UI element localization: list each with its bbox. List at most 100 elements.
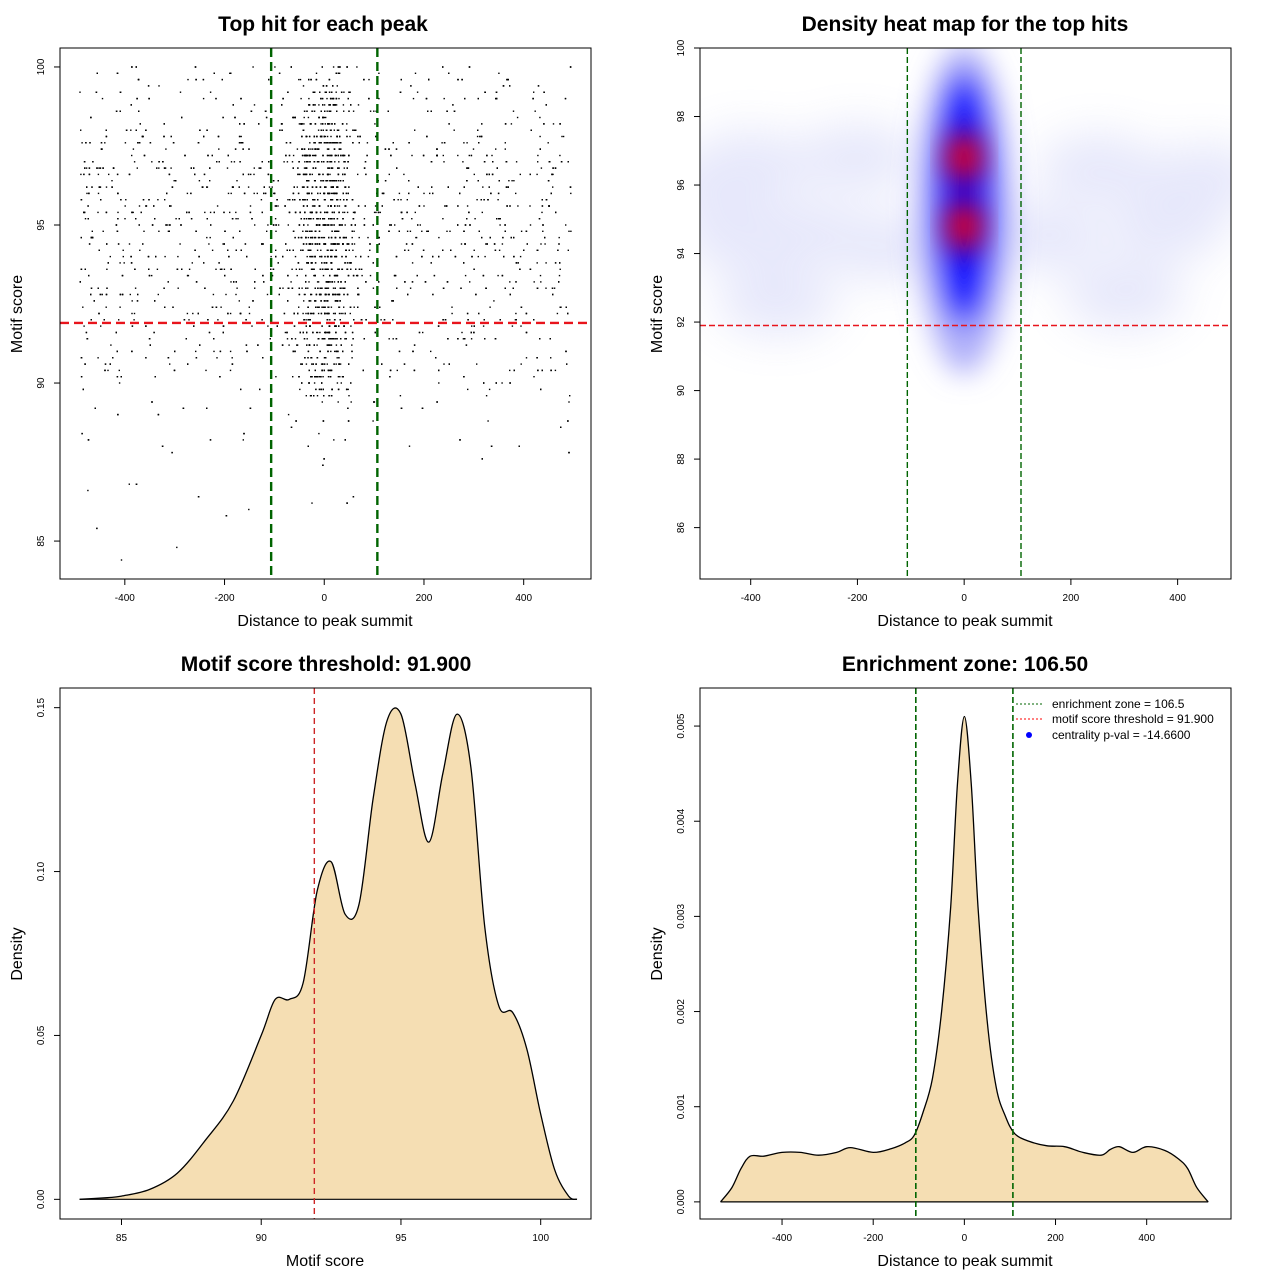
scatter-point — [310, 293, 313, 296]
scatter-point — [328, 142, 331, 144]
y-tick-label: 0.005 — [676, 713, 687, 738]
scatter-point — [311, 154, 314, 157]
scatter-point — [251, 218, 253, 220]
scatter-point — [324, 224, 327, 226]
scatter-point — [322, 104, 324, 106]
scatter-point — [330, 186, 332, 188]
scatter-point — [330, 249, 332, 251]
scatter-point — [243, 192, 246, 195]
scatter-point — [346, 243, 348, 245]
scatter-point — [99, 167, 102, 169]
scatter-point — [299, 388, 301, 391]
scatter-point — [321, 287, 323, 289]
scatter-point — [411, 218, 413, 220]
scatter-point — [133, 161, 136, 163]
scatter-point — [316, 344, 318, 346]
scatter-point — [334, 123, 336, 125]
scatter-point — [432, 293, 434, 296]
scatter-point — [209, 236, 211, 239]
scatter-point — [182, 407, 185, 409]
scatter-point — [334, 154, 337, 157]
scatter-point — [299, 78, 302, 81]
scatter-point — [328, 78, 331, 81]
scatter-point — [316, 224, 318, 226]
scatter-point — [209, 180, 211, 182]
scatter-point — [543, 123, 545, 125]
scatter-point — [209, 211, 212, 214]
scatter-point — [558, 243, 560, 245]
scatter-point — [321, 66, 323, 68]
scatter-point — [263, 281, 265, 283]
scatter-point — [316, 331, 318, 334]
scatter-point — [305, 135, 307, 138]
scatter-point — [331, 224, 333, 226]
scatter-point — [351, 344, 353, 346]
scatter-point — [540, 167, 543, 169]
scatter-point — [374, 306, 376, 308]
scatter-point — [297, 312, 299, 315]
scatter-point — [351, 331, 354, 334]
scatter-point — [326, 110, 328, 112]
scatter-point — [137, 142, 139, 144]
scatter-point — [308, 148, 310, 150]
scatter-point — [359, 135, 361, 138]
scatter-point — [334, 255, 336, 258]
scatter-point — [80, 236, 82, 239]
scatter-point — [545, 104, 547, 106]
scatter-point — [336, 338, 338, 340]
scatter-point — [321, 161, 323, 163]
scatter-point — [565, 306, 567, 308]
scatter-point — [311, 312, 313, 315]
scatter-point — [106, 268, 108, 270]
scatter-point — [443, 97, 445, 100]
scatter-point — [315, 293, 318, 296]
scatter-point — [109, 363, 111, 365]
scatter-point — [301, 287, 303, 289]
scatter-point — [328, 325, 330, 327]
scatter-point — [304, 357, 306, 359]
scatter-point — [324, 338, 326, 340]
scatter-point — [306, 154, 308, 157]
scatter-point — [229, 72, 231, 74]
scatter-point — [474, 218, 476, 220]
scatter-point — [334, 104, 336, 106]
scatter-point — [83, 173, 85, 176]
scatter-point — [466, 180, 468, 182]
scatter-point — [315, 376, 317, 378]
scatter-point — [291, 161, 294, 163]
scatter-point — [302, 129, 304, 131]
legend-centrality-point-icon — [1026, 732, 1032, 738]
y-tick-label: 0.000 — [676, 1189, 687, 1214]
scatter-point — [343, 236, 345, 239]
scatter-point — [361, 274, 363, 277]
scatter-point — [344, 161, 346, 163]
scatter-point — [491, 173, 494, 176]
scatter-point — [291, 338, 293, 340]
scatter-point — [258, 167, 260, 169]
heatmap-background-blob — [700, 202, 801, 271]
scatter-point — [306, 344, 308, 346]
scatter-point — [318, 388, 321, 391]
scatter-point — [236, 287, 238, 289]
scatter-point — [298, 306, 300, 308]
x-tick-label: -400 — [741, 593, 761, 604]
scatter-point — [161, 445, 164, 447]
scatter-point — [317, 199, 319, 201]
scatter-point — [238, 142, 241, 144]
scatter-point — [305, 230, 307, 232]
scatter-point — [321, 338, 324, 340]
scatter-point — [547, 180, 550, 182]
scatter-point — [79, 91, 81, 93]
scatter-point — [504, 230, 506, 232]
scatter-point — [215, 306, 218, 308]
scatter-point — [513, 369, 515, 372]
scatter-point — [307, 236, 310, 239]
scatter-point — [277, 262, 279, 264]
scatter-point — [344, 154, 346, 157]
scatter-point — [209, 439, 212, 441]
scatter-point — [312, 148, 314, 150]
scatter-point — [275, 255, 277, 258]
scatter-point — [97, 192, 100, 195]
scatter-point — [343, 167, 345, 169]
scatter-point — [121, 274, 124, 277]
